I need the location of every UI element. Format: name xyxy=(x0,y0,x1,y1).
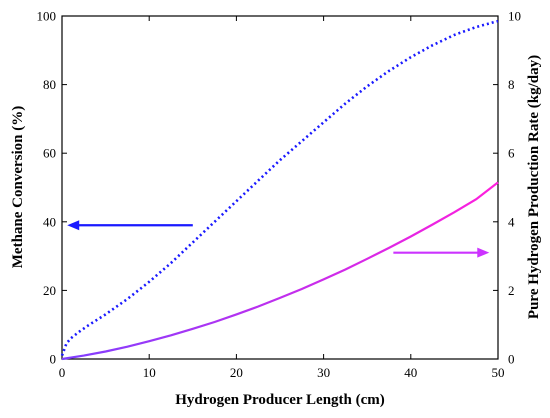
y-right-tick-label-1: 2 xyxy=(508,283,515,298)
y-left-tick-label-1: 20 xyxy=(43,283,56,298)
methane-conversion-dotted-line xyxy=(60,19,499,357)
plot-area-frame xyxy=(61,15,499,360)
y-right-tick-label-0: 0 xyxy=(508,352,515,367)
left-arrow xyxy=(67,220,193,231)
y-right-axis-title: Pure Hydrogen Production Rate (kg/day) xyxy=(526,55,542,319)
left-arrow-head xyxy=(67,220,80,231)
y-right-tick-label-5: 10 xyxy=(508,9,521,24)
axis-ticks xyxy=(61,15,499,360)
y-right-tick-label-3: 6 xyxy=(508,146,515,161)
y-left-tick-label-3: 60 xyxy=(43,146,56,161)
x-tick-label-2: 20 xyxy=(230,365,243,380)
y-left-tick-label-5: 100 xyxy=(37,9,57,24)
x-tick-label-4: 40 xyxy=(404,365,417,380)
right-arrow-head xyxy=(477,247,490,258)
x-axis-title: Hydrogen Producer Length (cm) xyxy=(175,392,385,408)
y-left-axis-title: Methane Conversion (%) xyxy=(10,106,26,268)
x-tick-label-0: 0 xyxy=(59,365,66,380)
series-axis-arrows xyxy=(67,220,490,258)
x-tick-label-1: 10 xyxy=(143,365,156,380)
y-left-tick-label-2: 40 xyxy=(43,214,56,229)
y-right-tick-label-4: 8 xyxy=(508,77,515,92)
x-tick-label-3: 30 xyxy=(317,365,330,380)
y-left-tick-label-0: 0 xyxy=(50,352,57,367)
right-arrow xyxy=(393,247,490,258)
y-left-tick-label-4: 80 xyxy=(43,77,56,92)
x-tick-label-5: 50 xyxy=(492,365,505,380)
hydrogen-rate-solid-line xyxy=(61,181,499,361)
y-right-tick-label-2: 4 xyxy=(508,214,515,229)
